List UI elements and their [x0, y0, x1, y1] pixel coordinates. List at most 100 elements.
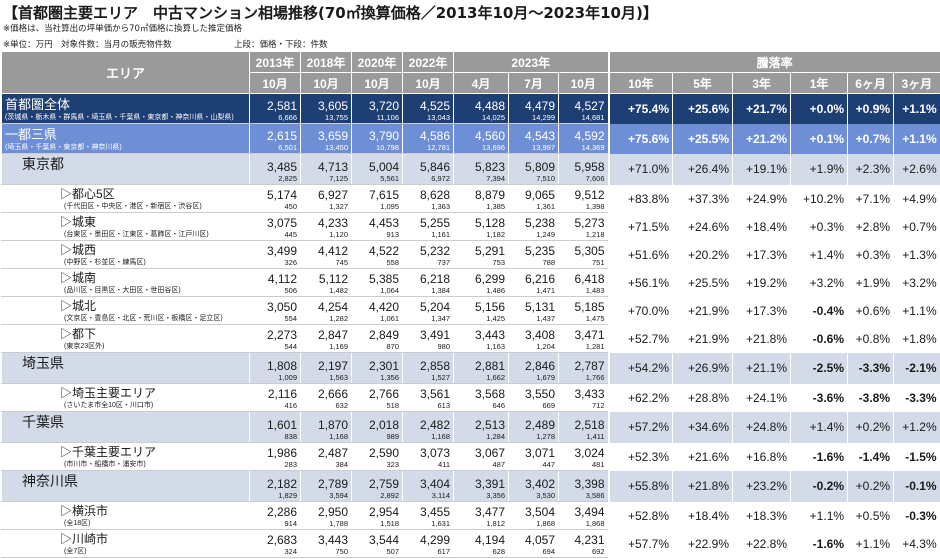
count-cell: 481 [557, 460, 609, 471]
count-cell: 1,527 [402, 373, 454, 384]
count-cell: 14,369 [557, 143, 609, 154]
change-rate-cell: +26.4% [672, 153, 733, 185]
table-row-count: (全18区) 914 1,788 1,518 1,631 1,812 1,868 1,868 [1, 519, 940, 530]
count-cell: 324 [249, 547, 301, 558]
count-cell: 326 [249, 258, 301, 269]
table-row-price: ▷都下 2,273 2,847 2,849 3,491 3,443 3,408 3,471 +5… [1, 324, 940, 353]
change-rate-cell: +16.8% [732, 442, 791, 471]
price-cell: 3,398 [557, 470, 609, 491]
change-rate-cell: +19.1% [732, 153, 791, 185]
price-cell: 2,581 [249, 93, 301, 113]
column-header-year: 2023年 [452, 52, 609, 73]
change-rate-cell: +2.6% [893, 153, 940, 185]
count-cell: 694 [508, 547, 559, 558]
price-cell: 4,112 [249, 268, 301, 286]
count-cell: 445 [249, 230, 301, 241]
change-rate-cell: +0.7% [893, 212, 940, 241]
area-name: ▷都心5区 [1, 184, 250, 202]
count-cell: 2,892 [351, 491, 403, 502]
price-cell: 5,823 [453, 153, 509, 174]
count-cell: 1,788 [300, 519, 352, 530]
table-row-count: 838 1,168 989 1,168 1,284 1,278 1,411 [1, 432, 940, 443]
change-rate-cell: +52.7% [607, 324, 673, 353]
table-row-count: (全7区) 324 750 507 617 628 694 692 [1, 547, 940, 558]
price-cell: 5,235 [508, 240, 559, 258]
area-subtext [1, 373, 250, 384]
note-row-legend: 上段：価格・下段：件数 [234, 40, 328, 50]
count-cell: 12,781 [402, 143, 454, 154]
price-cell: 5,004 [351, 153, 403, 174]
column-header-change: 3年 [732, 72, 791, 94]
table-row-price: ▷千葉主要エリア 1,986 2,487 2,590 3,073 3,067 3,071 3,… [1, 442, 940, 471]
table-row-count: (埼玉県・千葉県・東京都・神奈川県) 6,501 13,450 10,798 12,78… [1, 143, 940, 154]
price-cell: 1,808 [249, 352, 301, 373]
price-cell: 5,305 [557, 240, 609, 258]
area-name: ▷埼玉主要エリア [1, 383, 250, 401]
price-cell: 1,986 [249, 442, 301, 460]
area-subtext: (全7区) [1, 547, 250, 558]
count-cell: 750 [300, 547, 352, 558]
count-cell: 737 [402, 258, 454, 269]
price-cell: 4,420 [351, 296, 403, 314]
change-rate-cell: +21.8% [672, 470, 733, 502]
change-rate-cell: +0.9% [847, 93, 894, 124]
change-rate-cell: +1.9% [790, 153, 848, 185]
change-rate-cell: +23.2% [732, 470, 791, 502]
area-subtext: (埼玉県・千葉県・東京都・神奈川県) [1, 143, 250, 154]
change-rate-cell: +21.9% [672, 296, 733, 325]
count-cell: 613 [402, 401, 454, 412]
count-cell: 14,299 [508, 113, 559, 124]
price-cell: 5,958 [557, 153, 609, 174]
count-cell: 1,356 [351, 373, 403, 384]
price-cell: 5,385 [351, 268, 403, 286]
change-rate-cell: +0.6% [847, 296, 894, 325]
area-name: 千葉県 [1, 411, 250, 432]
area-subtext: (文京区・豊島区・北区・荒川区・板橋区・足立区) [1, 314, 250, 325]
count-cell: 870 [351, 342, 403, 353]
change-rate-cell: +21.8% [732, 324, 791, 353]
change-rate-cell: +0.2% [847, 411, 894, 443]
count-cell: 1,679 [508, 373, 559, 384]
table-row-price: ▷城東 3,075 4,233 4,453 5,255 5,128 5,238 5,273 +7… [1, 212, 940, 241]
price-cell: 9,065 [508, 184, 559, 202]
change-rate-cell: +17.3% [732, 240, 791, 269]
change-rate-cell: +1.1% [847, 529, 894, 558]
count-cell: 1,278 [508, 432, 559, 443]
count-cell: 518 [351, 401, 403, 412]
price-cell: 2,482 [402, 411, 454, 432]
area-name: ▷城東 [1, 212, 250, 230]
change-rate-cell: +0.3% [847, 240, 894, 269]
count-cell: 1,009 [249, 373, 301, 384]
price-cell: 3,404 [402, 470, 454, 491]
table-row-count: (茨城県・栃木県・群馬県・埼玉県・千葉県・東京都・神奈川県・山梨県) 6,666 1… [1, 113, 940, 124]
price-cell: 4,713 [300, 153, 352, 174]
price-cell: 2,018 [351, 411, 403, 432]
price-cell: 4,522 [351, 240, 403, 258]
price-cell: 2,759 [351, 470, 403, 491]
price-cell: 8,879 [453, 184, 509, 202]
change-rate-cell: +4.3% [893, 529, 940, 558]
count-cell: 1,411 [557, 432, 609, 443]
change-rate-cell: +34.6% [672, 411, 733, 443]
table-row-price: 首都圏全体 2,581 3,605 3,720 4,525 4,488 4,479 4,527… [1, 93, 940, 124]
count-cell: 1,095 [351, 202, 403, 213]
price-cell: 5,112 [300, 268, 352, 286]
price-cell: 4,057 [508, 529, 559, 547]
note-units: ※単位：万円 対象件数：当月の販売物件数 [3, 40, 172, 50]
price-cell: 4,453 [351, 212, 403, 230]
price-cell: 3,050 [249, 296, 301, 314]
count-cell: 13,997 [508, 143, 559, 154]
area-subtext: (茨城県・栃木県・群馬県・埼玉県・千葉県・東京都・神奈川県・山梨県) [1, 113, 250, 124]
change-rate-cell: +25.5% [672, 268, 733, 297]
count-cell: 558 [351, 258, 403, 269]
price-cell: 6,927 [300, 184, 352, 202]
count-cell: 544 [249, 342, 301, 353]
price-cell: 5,185 [557, 296, 609, 314]
table-row-price: ▷城西 3,499 4,412 4,522 5,232 5,291 5,235 5,305 +5… [1, 240, 940, 269]
change-rate-cell: +51.6% [607, 240, 673, 269]
table-row-price: 東京都 3,485 4,713 5,004 5,846 5,823 5,809 5,958 +7… [1, 153, 940, 185]
change-rate-cell: +1.1% [893, 296, 940, 325]
count-cell: 7,394 [453, 174, 509, 185]
price-cell: 3,544 [351, 529, 403, 547]
price-cell: 2,116 [249, 383, 301, 401]
